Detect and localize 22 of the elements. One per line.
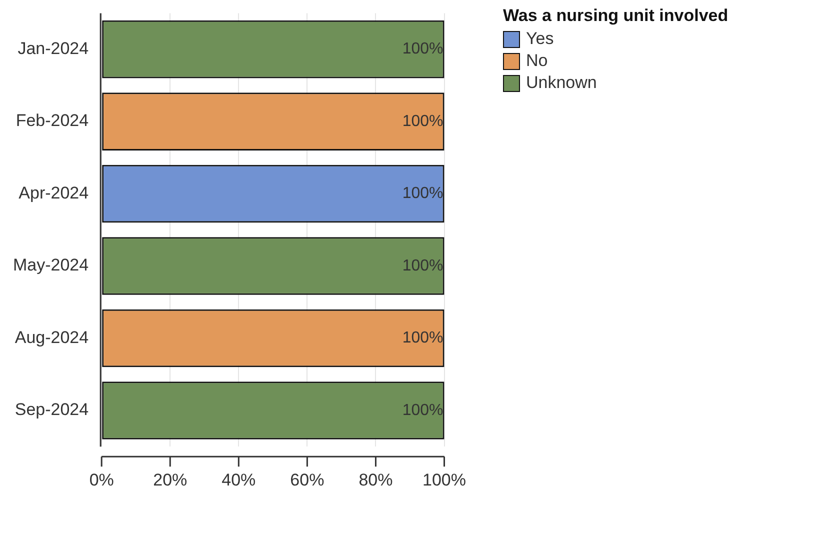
x-tick-label: 60% [290, 470, 324, 490]
data-label: 100% [402, 257, 444, 274]
x-tick-label: 20% [153, 470, 188, 490]
data-label: 100% [402, 185, 444, 202]
y-tick-label: Apr-2024 [18, 183, 89, 202]
data-label: 100% [402, 402, 444, 419]
text: Unknown [526, 73, 597, 93]
y-tick-label: Aug-2024 [14, 328, 89, 347]
x-tick-label: 0% [89, 470, 114, 490]
legend-label: Yes [526, 29, 554, 49]
y-tick-label: May-2024 [12, 256, 89, 275]
legend-title: Was a nursing unit involved [503, 6, 728, 26]
x-tick-label: 40% [222, 470, 256, 490]
data-label: 100% [402, 40, 444, 58]
y-tick-label: Jan-2024 [18, 39, 89, 58]
x-tick-label: 80% [358, 470, 393, 490]
y-tick-label: Feb-2024 [16, 111, 89, 130]
data-label: 100% [402, 330, 444, 347]
y-tick-label: Sep-2024 [14, 400, 89, 420]
data-label: 100% [402, 112, 444, 130]
legend-label: No [526, 51, 548, 71]
x-tick-label: 100% [422, 470, 466, 490]
